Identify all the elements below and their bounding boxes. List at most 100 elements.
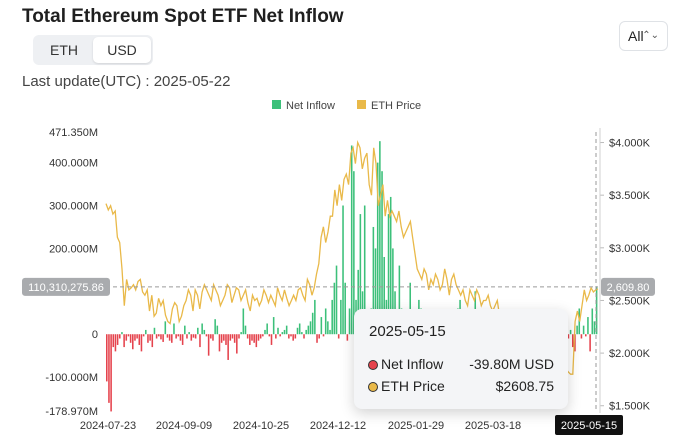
legend-label-eth-price: ETH Price: [371, 100, 421, 112]
x-tick-label: 2024-07-23: [80, 420, 136, 432]
net-inflow-bar: [571, 334, 574, 348]
net-inflow-chart[interactable]: Net Inflow ETH Price 471.350M 400.000M 300.0…: [0, 92, 680, 448]
net-inflow-bar: [116, 334, 119, 345]
net-inflow-bar: [207, 334, 210, 356]
net-inflow-bar: [119, 334, 121, 339]
net-inflow-bar: [344, 282, 346, 335]
net-inflow-bar: [272, 317, 275, 335]
net-inflow-bar: [576, 325, 578, 335]
net-inflow-bar: [227, 334, 229, 360]
x-tick-label: 2025-05-15: [561, 420, 617, 432]
tooltip-value-eth-price: $2608.75: [495, 378, 554, 394]
net-inflow-bar: [188, 332, 190, 335]
net-inflow-bar: [327, 321, 329, 335]
unit-option-eth[interactable]: ETH: [50, 42, 78, 58]
net-inflow-bar: [210, 334, 212, 339]
net-inflow-bar: [184, 325, 186, 335]
net-inflow-bar: [409, 282, 411, 335]
crosshair-right-badge: [601, 277, 655, 296]
net-inflow-bar: [290, 334, 292, 337]
range-select-value: All: [628, 28, 644, 44]
unit-toggle: ETH USD: [33, 35, 153, 65]
net-inflow-bar: [264, 329, 266, 335]
net-inflow-bar: [240, 332, 242, 335]
x-tick-label: 2024-09-09: [156, 420, 212, 432]
net-inflow-bar: [121, 332, 123, 335]
net-inflow-bar: [106, 334, 108, 382]
net-inflow-bar: [160, 334, 162, 340]
y-left-tick-label: 400.000M: [49, 158, 98, 170]
tooltip-label-net-inflow: Net Inflow: [381, 356, 444, 372]
net-inflow-bar: [108, 334, 110, 403]
y-right-tick-label: $1.500K: [609, 401, 651, 413]
net-inflow-bar: [151, 334, 154, 348]
net-inflow-bar: [134, 334, 136, 341]
net-inflow-bar: [155, 334, 158, 339]
chart-tooltip: 2025-05-15 Net Inflow -39.80M USD ETH Pr…: [354, 309, 568, 409]
net-inflow-bar: [112, 334, 115, 348]
net-inflow-bar: [166, 334, 169, 338]
net-inflow-bar: [249, 334, 251, 345]
tooltip-row-net-inflow: Net Inflow -39.80M USD: [368, 356, 554, 374]
net-inflow-bar: [238, 334, 240, 339]
net-inflow-bar: [580, 334, 583, 339]
net-inflow-bar: [236, 334, 238, 354]
net-inflow-bar: [320, 317, 323, 335]
y-right-tick-label: $4.000K: [609, 138, 651, 150]
net-inflow-bar: [303, 334, 305, 339]
net-inflow-bar: [574, 334, 576, 352]
crosshair-left-badge: [22, 277, 110, 296]
net-inflow-bar: [212, 334, 214, 341]
y-left-tick-label: 200.000M: [49, 243, 98, 255]
x-highlight-badge: [555, 415, 623, 435]
net-inflow-bar: [350, 145, 353, 335]
net-inflow-bar: [233, 334, 236, 343]
net-inflow-bar: [125, 334, 128, 341]
y-left-tick-label: 0: [92, 329, 98, 341]
net-inflow-bar: [567, 334, 570, 339]
x-tick-label: 2024-10-25: [233, 420, 289, 432]
net-inflow-bar: [301, 332, 303, 335]
net-inflow-bar: [205, 334, 208, 337]
net-inflow-bar: [288, 334, 290, 339]
net-inflow-bar: [132, 334, 134, 350]
net-inflow-bar: [147, 334, 149, 343]
net-inflow-bar: [283, 329, 286, 335]
net-inflow-bar: [383, 256, 385, 335]
net-inflow-bar: [305, 329, 307, 335]
net-inflow-bar: [353, 171, 355, 335]
net-inflow-bar: [201, 323, 203, 335]
net-inflow-bar: [589, 334, 591, 352]
net-inflow-bar: [582, 325, 585, 335]
net-inflow-bar: [186, 334, 188, 339]
net-inflow-bar: [587, 317, 589, 335]
net-inflow-bar: [324, 308, 327, 335]
net-inflow-bar: [307, 325, 310, 335]
unit-option-usd[interactable]: USD: [93, 37, 151, 63]
crosshair-left-label: 110,310,275.86: [28, 282, 104, 294]
chevron-up-down-icon: ⌃⌄: [642, 30, 659, 41]
net-inflow-bar: [281, 332, 284, 335]
net-inflow-bar: [348, 308, 351, 335]
net-inflow-bar: [262, 334, 264, 337]
net-inflow-bar: [199, 334, 201, 348]
y-right-tick-label: $3.500K: [609, 190, 651, 202]
net-inflow-bar: [194, 334, 197, 339]
net-inflow-bar: [381, 171, 383, 335]
legend-swatch-net-inflow: [272, 100, 281, 109]
range-select[interactable]: All ⌃⌄: [619, 21, 668, 51]
net-inflow-bar: [266, 323, 268, 335]
net-inflow-bar: [162, 334, 164, 342]
net-inflow-bar: [129, 334, 132, 343]
legend-swatch-eth-price: [357, 100, 366, 109]
y-left-tick-label: -100.000M: [45, 372, 98, 384]
net-inflow-bar: [192, 334, 195, 338]
net-inflow-bar: [179, 334, 182, 341]
net-inflow-bar: [331, 299, 333, 335]
tooltip-value-net-inflow: -39.80M USD: [469, 356, 554, 372]
net-inflow-bar: [585, 334, 587, 337]
net-inflow-bar: [255, 334, 258, 348]
y-right-tick-label: $3.000K: [609, 243, 651, 255]
net-inflow-bar: [335, 265, 338, 335]
net-inflow-bar: [333, 282, 336, 335]
